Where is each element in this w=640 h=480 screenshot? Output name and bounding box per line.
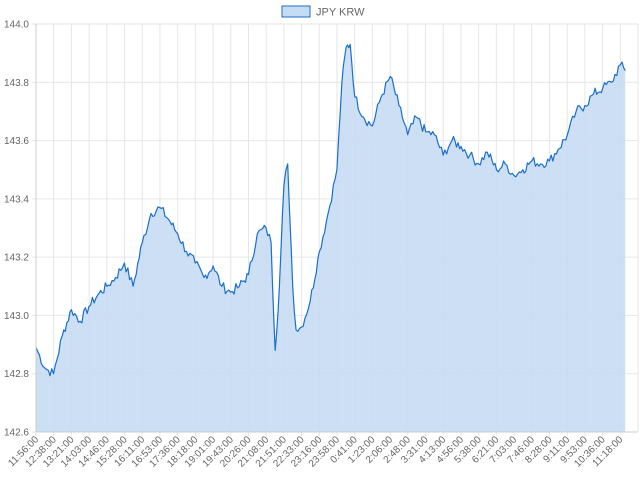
data-point (521, 168, 524, 171)
data-point (335, 168, 338, 171)
data-point (132, 285, 135, 288)
data-point (291, 285, 294, 288)
data-point (123, 262, 126, 265)
data-point (406, 133, 409, 136)
data-point (270, 241, 273, 244)
data-point (61, 334, 64, 337)
data-point (362, 116, 365, 119)
y-tick-label: 143.8 (4, 78, 29, 89)
data-point (345, 46, 348, 49)
data-point (592, 92, 595, 95)
legend-swatch (281, 5, 311, 18)
data-point (141, 241, 144, 244)
data-point (371, 125, 374, 128)
data-point (398, 104, 401, 107)
data-point (468, 154, 471, 157)
data-point (87, 305, 90, 308)
data-point (530, 160, 533, 163)
data-point (229, 291, 232, 294)
data-point (158, 206, 161, 209)
data-point (295, 329, 298, 332)
data-point (43, 366, 46, 369)
data-point (415, 116, 418, 119)
data-point (513, 174, 516, 177)
data-point (575, 110, 578, 113)
data-point (278, 285, 281, 288)
data-point (583, 104, 586, 107)
data-point (349, 43, 352, 46)
data-point (380, 95, 383, 98)
data-point (194, 262, 197, 265)
y-tick-label: 143.0 (4, 311, 29, 322)
data-point (96, 294, 99, 297)
data-point (283, 183, 286, 186)
legend-label: JPY KRW (316, 7, 365, 19)
data-point (610, 81, 613, 84)
data-point (185, 250, 188, 253)
data-point (340, 81, 343, 84)
data-point (486, 151, 489, 154)
data-point (548, 160, 551, 163)
data-point (318, 250, 321, 253)
data-point (212, 264, 215, 267)
y-tick-label: 143.4 (4, 194, 29, 205)
data-point (442, 154, 445, 157)
data-point (265, 227, 268, 230)
data-point (460, 145, 463, 148)
data-point (176, 232, 179, 235)
data-point (601, 87, 604, 90)
data-point (309, 299, 312, 302)
y-tick-label: 144.0 (4, 20, 29, 31)
data-point (539, 162, 542, 165)
data-point (619, 63, 622, 66)
series-fill (36, 44, 626, 433)
y-tick-label: 142.6 (4, 428, 29, 439)
data-point (52, 372, 55, 375)
data-point (566, 133, 569, 136)
data-point (70, 308, 73, 311)
y-tick-label: 142.8 (4, 369, 29, 380)
data-point (274, 349, 277, 352)
data-point (450, 139, 453, 142)
data-point (114, 276, 117, 279)
data-point (327, 212, 330, 215)
data-point (150, 212, 153, 215)
legend[interactable]: JPY KRW (281, 5, 365, 19)
series-line (35, 43, 626, 377)
data-point (624, 69, 627, 72)
data-point (424, 130, 427, 133)
y-tick-label: 143.2 (4, 253, 29, 264)
data-point (247, 273, 250, 276)
y-tick-label: 143.6 (4, 136, 29, 147)
data-point (477, 162, 480, 165)
data-point (238, 285, 241, 288)
data-point (433, 133, 436, 136)
data-point (167, 218, 170, 221)
data-point (256, 232, 259, 235)
data-point (557, 148, 560, 151)
data-point (300, 326, 303, 329)
data-point (220, 285, 223, 288)
data-point (504, 162, 507, 165)
series-area (35, 43, 627, 433)
data-point (353, 95, 356, 98)
data-point (105, 285, 108, 288)
data-point (286, 162, 289, 165)
data-point (79, 320, 82, 323)
data-point (389, 75, 392, 78)
data-point (495, 168, 498, 171)
data-point (203, 276, 206, 279)
